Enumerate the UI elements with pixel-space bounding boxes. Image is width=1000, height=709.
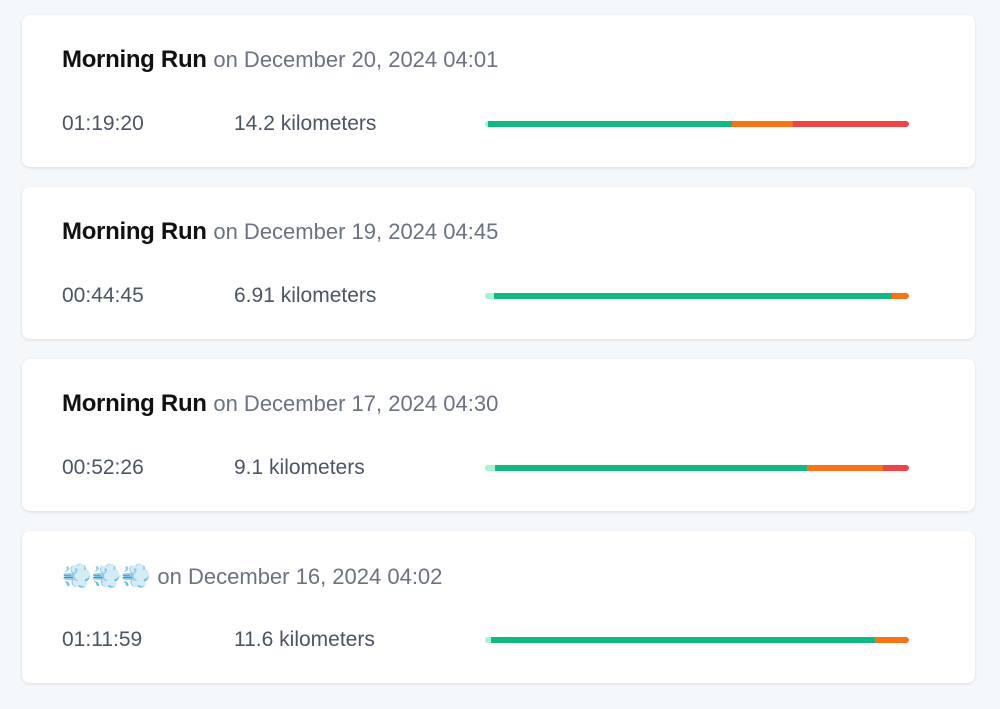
activity-list: Morning Run on December 20, 2024 04:01 0… [22, 15, 975, 703]
zone-2-segment [493, 293, 893, 299]
zone-3-segment [807, 465, 884, 471]
activity-card[interactable]: Morning Run on December 19, 2024 04:45 0… [22, 187, 975, 339]
activity-distance: 9.1 kilometers [234, 456, 365, 479]
activity-card[interactable]: 💨💨💨 on December 16, 2024 04:02 01:11:59 1… [22, 531, 975, 683]
zone-4-segment [883, 465, 909, 471]
zone-2-segment [495, 465, 808, 471]
activity-name[interactable]: Morning Run [62, 390, 207, 417]
activity-date: on December 17, 2024 04:30 [213, 391, 499, 416]
activity-title: 💨💨💨 on December 16, 2024 04:02 [62, 562, 442, 591]
zone-1-segment [485, 465, 496, 471]
zone-3-segment [892, 293, 909, 299]
zone-2-segment [487, 121, 732, 127]
activity-duration: 01:11:59 [62, 628, 143, 651]
activity-distance: 11.6 kilometers [234, 628, 375, 651]
activity-distance: 6.91 kilometers [234, 284, 377, 307]
zone-1-segment [485, 637, 491, 643]
zone-3-segment [875, 637, 909, 643]
heart-rate-zone-bar [485, 637, 909, 643]
heart-rate-zone-bar [485, 465, 909, 471]
activity-name[interactable]: 💨💨💨 [62, 563, 151, 590]
activity-title: Morning Run on December 17, 2024 04:30 [62, 390, 498, 418]
activity-duration: 00:44:45 [62, 284, 144, 307]
activity-date: on December 20, 2024 04:01 [213, 47, 499, 72]
zone-4-segment [792, 121, 909, 127]
activity-card[interactable]: Morning Run on December 20, 2024 04:01 0… [22, 15, 975, 167]
activity-card[interactable]: Morning Run on December 17, 2024 04:30 0… [22, 359, 975, 511]
activity-title: Morning Run on December 19, 2024 04:45 [62, 218, 498, 246]
activity-title: Morning Run on December 20, 2024 04:01 [62, 46, 498, 74]
activity-distance: 14.2 kilometers [234, 112, 377, 135]
activity-date: on December 16, 2024 04:02 [157, 564, 443, 589]
activity-duration: 01:19:20 [62, 112, 144, 135]
zone-3-segment [731, 121, 793, 127]
zone-1-segment [485, 293, 494, 299]
heart-rate-zone-bar [485, 293, 909, 299]
activity-name[interactable]: Morning Run [62, 218, 207, 245]
heart-rate-zone-bar [485, 121, 909, 127]
zone-2-segment [490, 637, 876, 643]
activity-date: on December 19, 2024 04:45 [213, 219, 499, 244]
activity-duration: 00:52:26 [62, 456, 144, 479]
activity-name[interactable]: Morning Run [62, 46, 207, 73]
zone-1-segment [485, 121, 488, 127]
